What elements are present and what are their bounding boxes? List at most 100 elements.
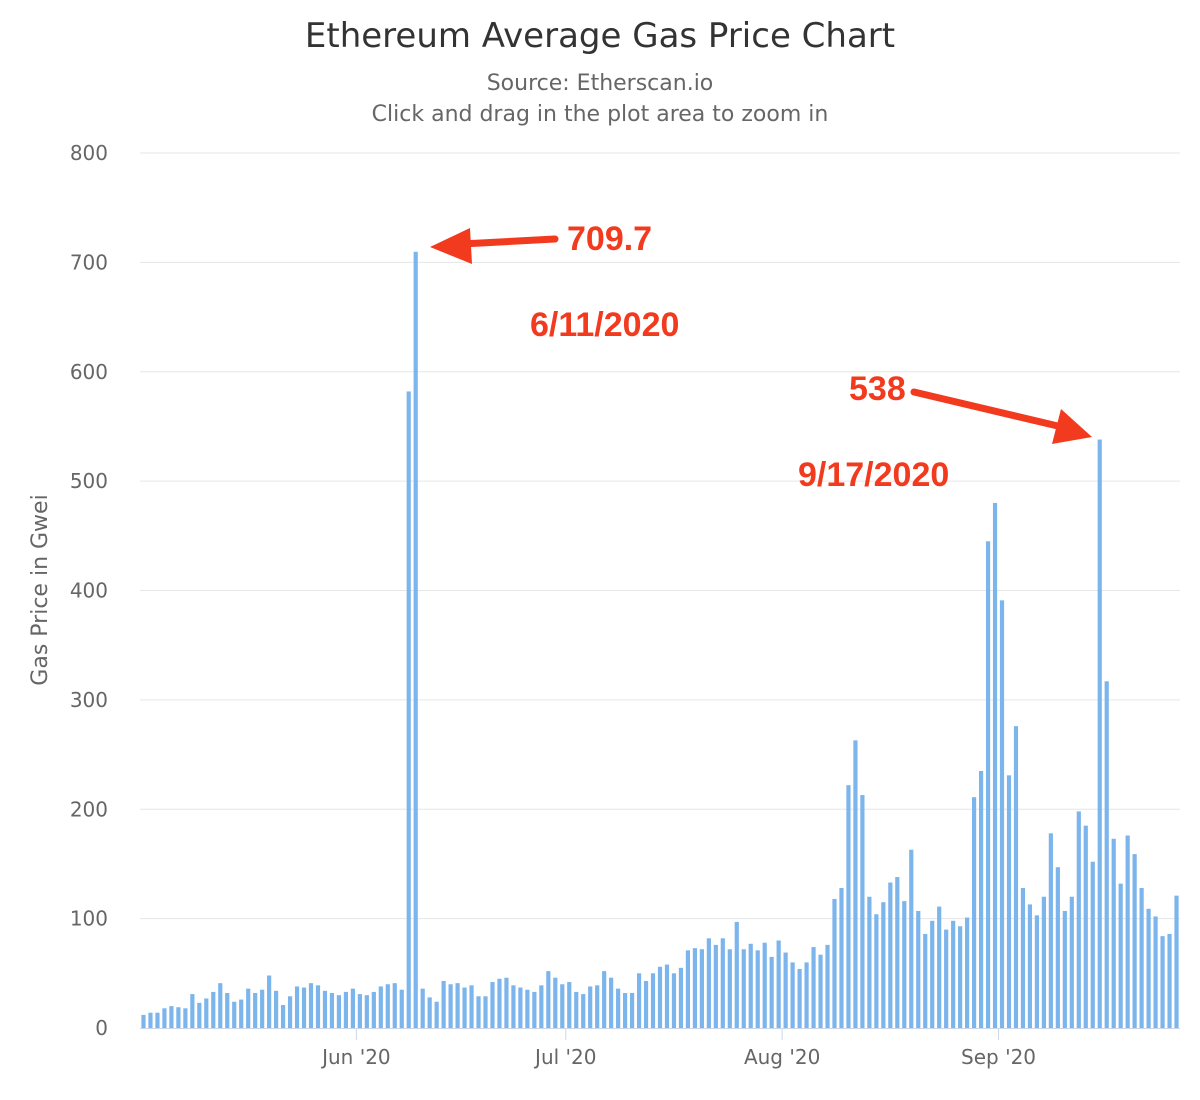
bar[interactable]	[965, 917, 970, 1028]
bar[interactable]	[609, 977, 614, 1028]
bar[interactable]	[657, 966, 663, 1028]
bar[interactable]	[629, 993, 635, 1028]
bar[interactable]	[280, 1005, 286, 1028]
bar[interactable]	[427, 997, 432, 1029]
bar[interactable]	[776, 940, 781, 1029]
bar[interactable]	[336, 995, 342, 1028]
bar[interactable]	[329, 993, 335, 1028]
bar[interactable]	[1125, 835, 1130, 1029]
bar[interactable]	[1146, 908, 1151, 1028]
bar[interactable]	[783, 952, 788, 1028]
bar[interactable]	[274, 990, 279, 1028]
bar[interactable]	[162, 1008, 167, 1028]
bar[interactable]	[148, 1012, 153, 1028]
bar[interactable]	[413, 251, 418, 1028]
bar[interactable]	[476, 996, 481, 1028]
bar[interactable]	[518, 987, 523, 1028]
bar[interactable]	[699, 949, 704, 1028]
bar[interactable]	[169, 1006, 174, 1029]
bar[interactable]	[574, 991, 579, 1028]
bar[interactable]	[218, 983, 223, 1028]
bar[interactable]	[923, 933, 928, 1028]
bar[interactable]	[357, 994, 362, 1028]
bar[interactable]	[741, 949, 746, 1028]
bar[interactable]	[253, 993, 258, 1028]
bar[interactable]	[490, 982, 495, 1028]
bar[interactable]	[588, 986, 593, 1028]
bar[interactable]	[1069, 896, 1074, 1028]
bar[interactable]	[978, 770, 984, 1028]
bar[interactable]	[874, 914, 879, 1028]
bar[interactable]	[1160, 936, 1165, 1029]
bar[interactable]	[1167, 933, 1172, 1028]
bar[interactable]	[797, 968, 802, 1028]
bar[interactable]	[553, 977, 558, 1028]
bar[interactable]	[1104, 681, 1109, 1028]
bar[interactable]	[832, 898, 837, 1028]
bar[interactable]	[602, 971, 607, 1029]
bar[interactable]	[385, 984, 390, 1028]
bar[interactable]	[1111, 838, 1116, 1028]
bar[interactable]	[692, 948, 697, 1028]
bar[interactable]	[420, 988, 425, 1029]
bar[interactable]	[260, 989, 265, 1028]
bar[interactable]	[546, 971, 551, 1029]
bar[interactable]	[951, 920, 956, 1028]
bar[interactable]	[909, 849, 914, 1028]
bar[interactable]	[364, 995, 369, 1028]
bar[interactable]	[246, 988, 251, 1029]
bar[interactable]	[595, 985, 600, 1028]
bar[interactable]	[818, 954, 823, 1028]
bar[interactable]	[406, 391, 411, 1028]
bar[interactable]	[636, 973, 642, 1028]
bar[interactable]	[1090, 861, 1095, 1028]
bar[interactable]	[623, 993, 628, 1028]
bar[interactable]	[748, 943, 753, 1028]
bar[interactable]	[992, 503, 998, 1028]
bar[interactable]	[190, 994, 195, 1028]
bar[interactable]	[895, 877, 900, 1028]
bar[interactable]	[1006, 775, 1012, 1028]
bar[interactable]	[888, 882, 893, 1028]
bar[interactable]	[343, 991, 348, 1028]
bar[interactable]	[1055, 867, 1060, 1028]
bar[interactable]	[294, 986, 300, 1028]
bar[interactable]	[1083, 825, 1088, 1028]
bar[interactable]	[399, 989, 404, 1028]
bar[interactable]	[1020, 888, 1026, 1028]
bar[interactable]	[1076, 811, 1081, 1028]
bar[interactable]	[999, 600, 1005, 1028]
bar[interactable]	[1132, 854, 1137, 1028]
bar[interactable]	[1118, 883, 1123, 1029]
bar[interactable]	[1048, 833, 1053, 1028]
bar[interactable]	[315, 985, 321, 1028]
bar[interactable]	[839, 888, 844, 1028]
bar[interactable]	[916, 910, 921, 1028]
bar[interactable]	[392, 983, 397, 1028]
bar[interactable]	[804, 962, 809, 1029]
bar[interactable]	[378, 986, 383, 1028]
bar[interactable]	[1041, 896, 1046, 1028]
bar[interactable]	[720, 938, 725, 1028]
bar[interactable]	[972, 797, 977, 1028]
bar[interactable]	[462, 987, 467, 1028]
bar[interactable]	[755, 950, 760, 1028]
bar[interactable]	[825, 944, 830, 1029]
bar[interactable]	[769, 956, 774, 1028]
bar[interactable]	[643, 980, 649, 1028]
bar[interactable]	[678, 967, 684, 1028]
bar[interactable]	[504, 977, 509, 1028]
bar[interactable]	[944, 929, 949, 1028]
bar[interactable]	[434, 1001, 439, 1028]
bar[interactable]	[497, 978, 502, 1028]
bar[interactable]	[239, 999, 244, 1028]
bar[interactable]	[322, 990, 328, 1028]
bar[interactable]	[183, 1008, 188, 1028]
bar[interactable]	[664, 964, 670, 1028]
bar[interactable]	[197, 1002, 202, 1028]
bar[interactable]	[532, 991, 537, 1028]
bar[interactable]	[267, 975, 272, 1029]
bar[interactable]	[155, 1012, 160, 1028]
bar[interactable]	[727, 949, 732, 1028]
